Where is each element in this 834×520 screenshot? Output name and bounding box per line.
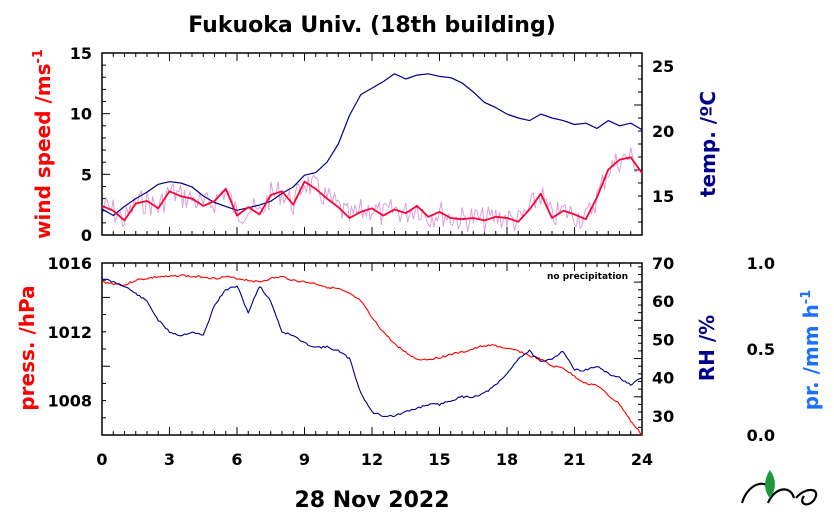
bottom-panel-series bbox=[101, 274, 643, 436]
wind-speed-tick-label: 10 bbox=[70, 105, 92, 124]
bottom-panel: 1016 1012 1008 70 60 50 40 30 1.0 0.5 0.0 0 3 6 9 12… bbox=[15, 254, 823, 469]
pressure-tick-label: 1008 bbox=[47, 392, 92, 411]
hour-tick-label: 15 bbox=[428, 450, 450, 469]
temperature-tick-label: 20 bbox=[652, 122, 674, 141]
hour-tick-labels: 0 3 6 9 12 15 18 21 24 bbox=[96, 450, 653, 469]
hour-tick-label: 6 bbox=[231, 450, 242, 469]
hour-tick-label: 21 bbox=[563, 450, 585, 469]
logo-leaf-icon bbox=[765, 470, 775, 498]
rh-tick-label: 40 bbox=[652, 369, 674, 388]
wind-speed-raw-line bbox=[101, 147, 643, 233]
temperature-tick-labels: 15 20 25 bbox=[652, 57, 674, 206]
wind-speed-axis-label: wind speed /ms-1 bbox=[31, 49, 55, 239]
pressure-tick-label: 1012 bbox=[47, 323, 92, 342]
rh-tick-label: 30 bbox=[652, 407, 674, 426]
rh-tick-label: 50 bbox=[652, 330, 674, 349]
precip-axis-label-text: pr. /mm h bbox=[799, 304, 823, 410]
no-precipitation-note: no precipitation bbox=[547, 272, 628, 282]
bottom-panel-ticks bbox=[101, 262, 643, 436]
temperature-line bbox=[101, 73, 643, 217]
hour-tick-label: 12 bbox=[361, 450, 383, 469]
wind-speed-tick-label: 15 bbox=[70, 44, 92, 63]
precip-tick-label: 0.0 bbox=[747, 426, 775, 445]
wind-speed-axis-label-text: wind speed /ms bbox=[31, 63, 55, 239]
temperature-tick-label: 25 bbox=[652, 57, 674, 76]
rh-tick-labels: 70 60 50 40 30 bbox=[652, 254, 674, 426]
rh-tick-label: 70 bbox=[652, 254, 674, 273]
wind-speed-axis-label-sup: -1 bbox=[31, 49, 46, 63]
top-panel-series bbox=[101, 73, 643, 233]
wind-speed-tick-labels: 0 5 10 15 bbox=[70, 44, 92, 245]
hour-tick-label: 24 bbox=[631, 450, 653, 469]
precip-axis-label: pr. /mm h-1 bbox=[799, 290, 823, 411]
bottom-panel-frame bbox=[101, 262, 643, 436]
precip-tick-labels: 1.0 0.5 0.0 bbox=[747, 254, 775, 445]
hour-tick-label: 9 bbox=[299, 450, 310, 469]
hour-tick-label: 0 bbox=[96, 450, 107, 469]
pressure-tick-labels: 1016 1012 1008 bbox=[47, 254, 92, 411]
fukuoka-univ-logo bbox=[740, 470, 818, 506]
wind-speed-line bbox=[101, 156, 643, 223]
rh-axis-label: RH /% bbox=[695, 315, 719, 381]
rh-tick-label: 60 bbox=[652, 292, 674, 311]
chart-title: Fukuoka Univ. (18th building) bbox=[188, 13, 556, 38]
precip-tick-label: 1.0 bbox=[747, 254, 775, 273]
wind-speed-tick-label: 0 bbox=[81, 226, 92, 245]
hour-tick-label: 3 bbox=[164, 450, 175, 469]
rh-line bbox=[101, 278, 643, 418]
wind-speed-tick-label: 5 bbox=[81, 165, 92, 184]
precip-tick-label: 0.5 bbox=[747, 340, 775, 359]
precip-axis-label-sup: -1 bbox=[799, 290, 814, 304]
temperature-tick-label: 15 bbox=[652, 187, 674, 206]
pressure-tick-label: 1016 bbox=[47, 254, 92, 273]
pressure-line bbox=[102, 274, 643, 436]
logo-stroke-3 bbox=[795, 488, 818, 506]
pressure-axis-label: press. /hPa bbox=[15, 285, 39, 410]
temperature-axis-label: temp. /ºC bbox=[696, 91, 720, 197]
logo-stroke-2 bbox=[766, 488, 796, 504]
hour-tick-label: 18 bbox=[496, 450, 518, 469]
date-axis-label: 28 Nov 2022 bbox=[294, 488, 449, 513]
top-panel: 0 5 10 15 15 20 25 wind speed /ms-1 temp. /ºC bbox=[31, 44, 720, 245]
